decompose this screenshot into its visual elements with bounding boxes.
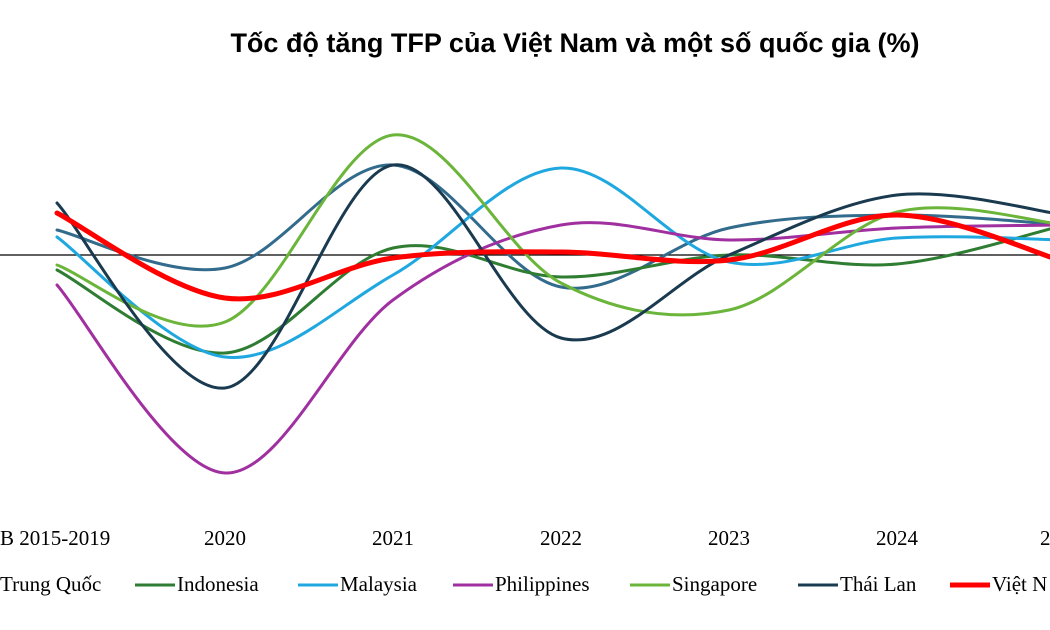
x-tick-label: 2022	[540, 526, 582, 550]
series-line	[55, 221, 1050, 475]
x-tick-label: 2023	[708, 526, 750, 550]
chart-title: Tốc độ tăng TFP của Việt Nam và một số q…	[230, 28, 919, 58]
x-tick-label: 2020	[204, 526, 246, 550]
legend-label: Trung Quốc	[0, 572, 101, 596]
legend-label: Malaysia	[340, 572, 418, 596]
series-line	[54, 210, 1050, 302]
series-line	[55, 163, 1050, 390]
legend-label: Thái Lan	[840, 572, 917, 596]
series-line	[55, 166, 1050, 359]
series-line	[55, 227, 1050, 355]
legend-label: Singapore	[672, 572, 757, 596]
x-tick-label: 2021	[372, 526, 414, 550]
x-tick-label: 2	[1040, 526, 1050, 550]
x-tick-label: B 2015-2019	[0, 526, 110, 550]
x-tick-label: 2024	[876, 526, 919, 550]
legend-label: Indonesia	[177, 572, 259, 596]
legend-label: Philippines	[495, 572, 590, 596]
legend-label: Việt N	[992, 572, 1047, 596]
